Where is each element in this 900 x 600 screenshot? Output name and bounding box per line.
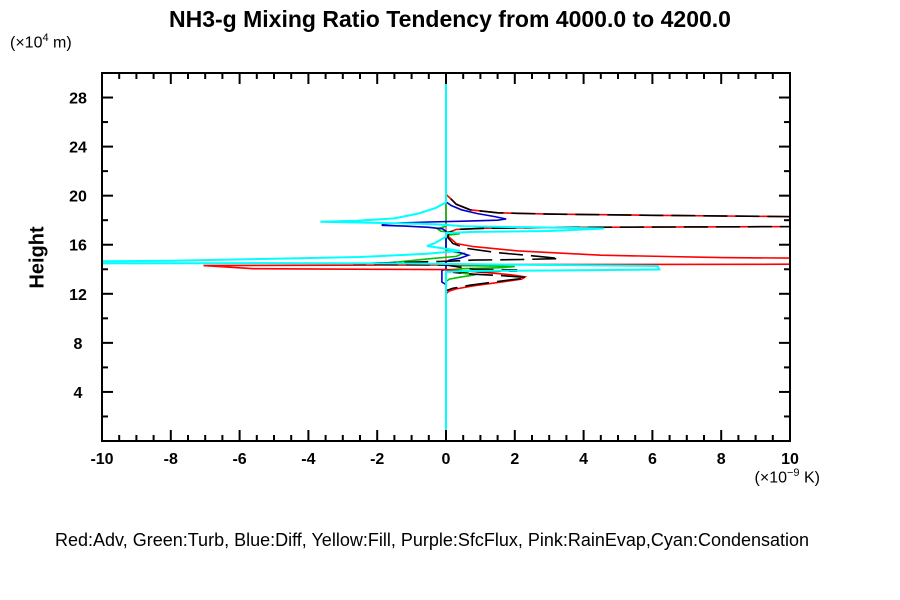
x-tick-label: 6 [648, 451, 657, 468]
x-tick-label: -2 [370, 451, 384, 468]
x-tick-label: 2 [510, 451, 519, 468]
series-line-unlabeled [353, 73, 790, 441]
x-tick-label: -10 [90, 451, 113, 468]
y-tick-label: 12 [69, 287, 87, 304]
series-line-turb [387, 73, 515, 441]
y-tick-label: 4 [74, 385, 83, 402]
y-tick-label: 28 [69, 91, 87, 108]
x-tick-label: -4 [301, 451, 315, 468]
x-tick-label: 0 [442, 451, 451, 468]
chart-title: NH3-g Mixing Ratio Tendency from 4000.0 … [169, 6, 731, 32]
x-tick-label: 8 [717, 451, 726, 468]
x-axis-unit-exponent: −9 [787, 467, 800, 479]
series-color-legend: Red:Adv, Green:Turb, Blue:Diff, Yellow:F… [55, 530, 810, 550]
x-axis-unit-label: (×10−9 K) [754, 467, 820, 487]
y-tick-label: 24 [69, 140, 87, 157]
y-axis-unit-exponent: 4 [42, 32, 49, 44]
y-tick-label: 16 [69, 238, 87, 255]
y-axis-unit-label: (×104 m) [10, 32, 72, 52]
series-line-condensation [102, 73, 661, 441]
y-tick-label: 8 [74, 336, 83, 353]
x-tick-label: -6 [232, 451, 246, 468]
x-tick-label: 4 [579, 451, 588, 468]
x-tick-label: 10 [781, 451, 799, 468]
x-tick-label: -8 [164, 451, 178, 468]
y-tick-label: 20 [69, 189, 87, 206]
